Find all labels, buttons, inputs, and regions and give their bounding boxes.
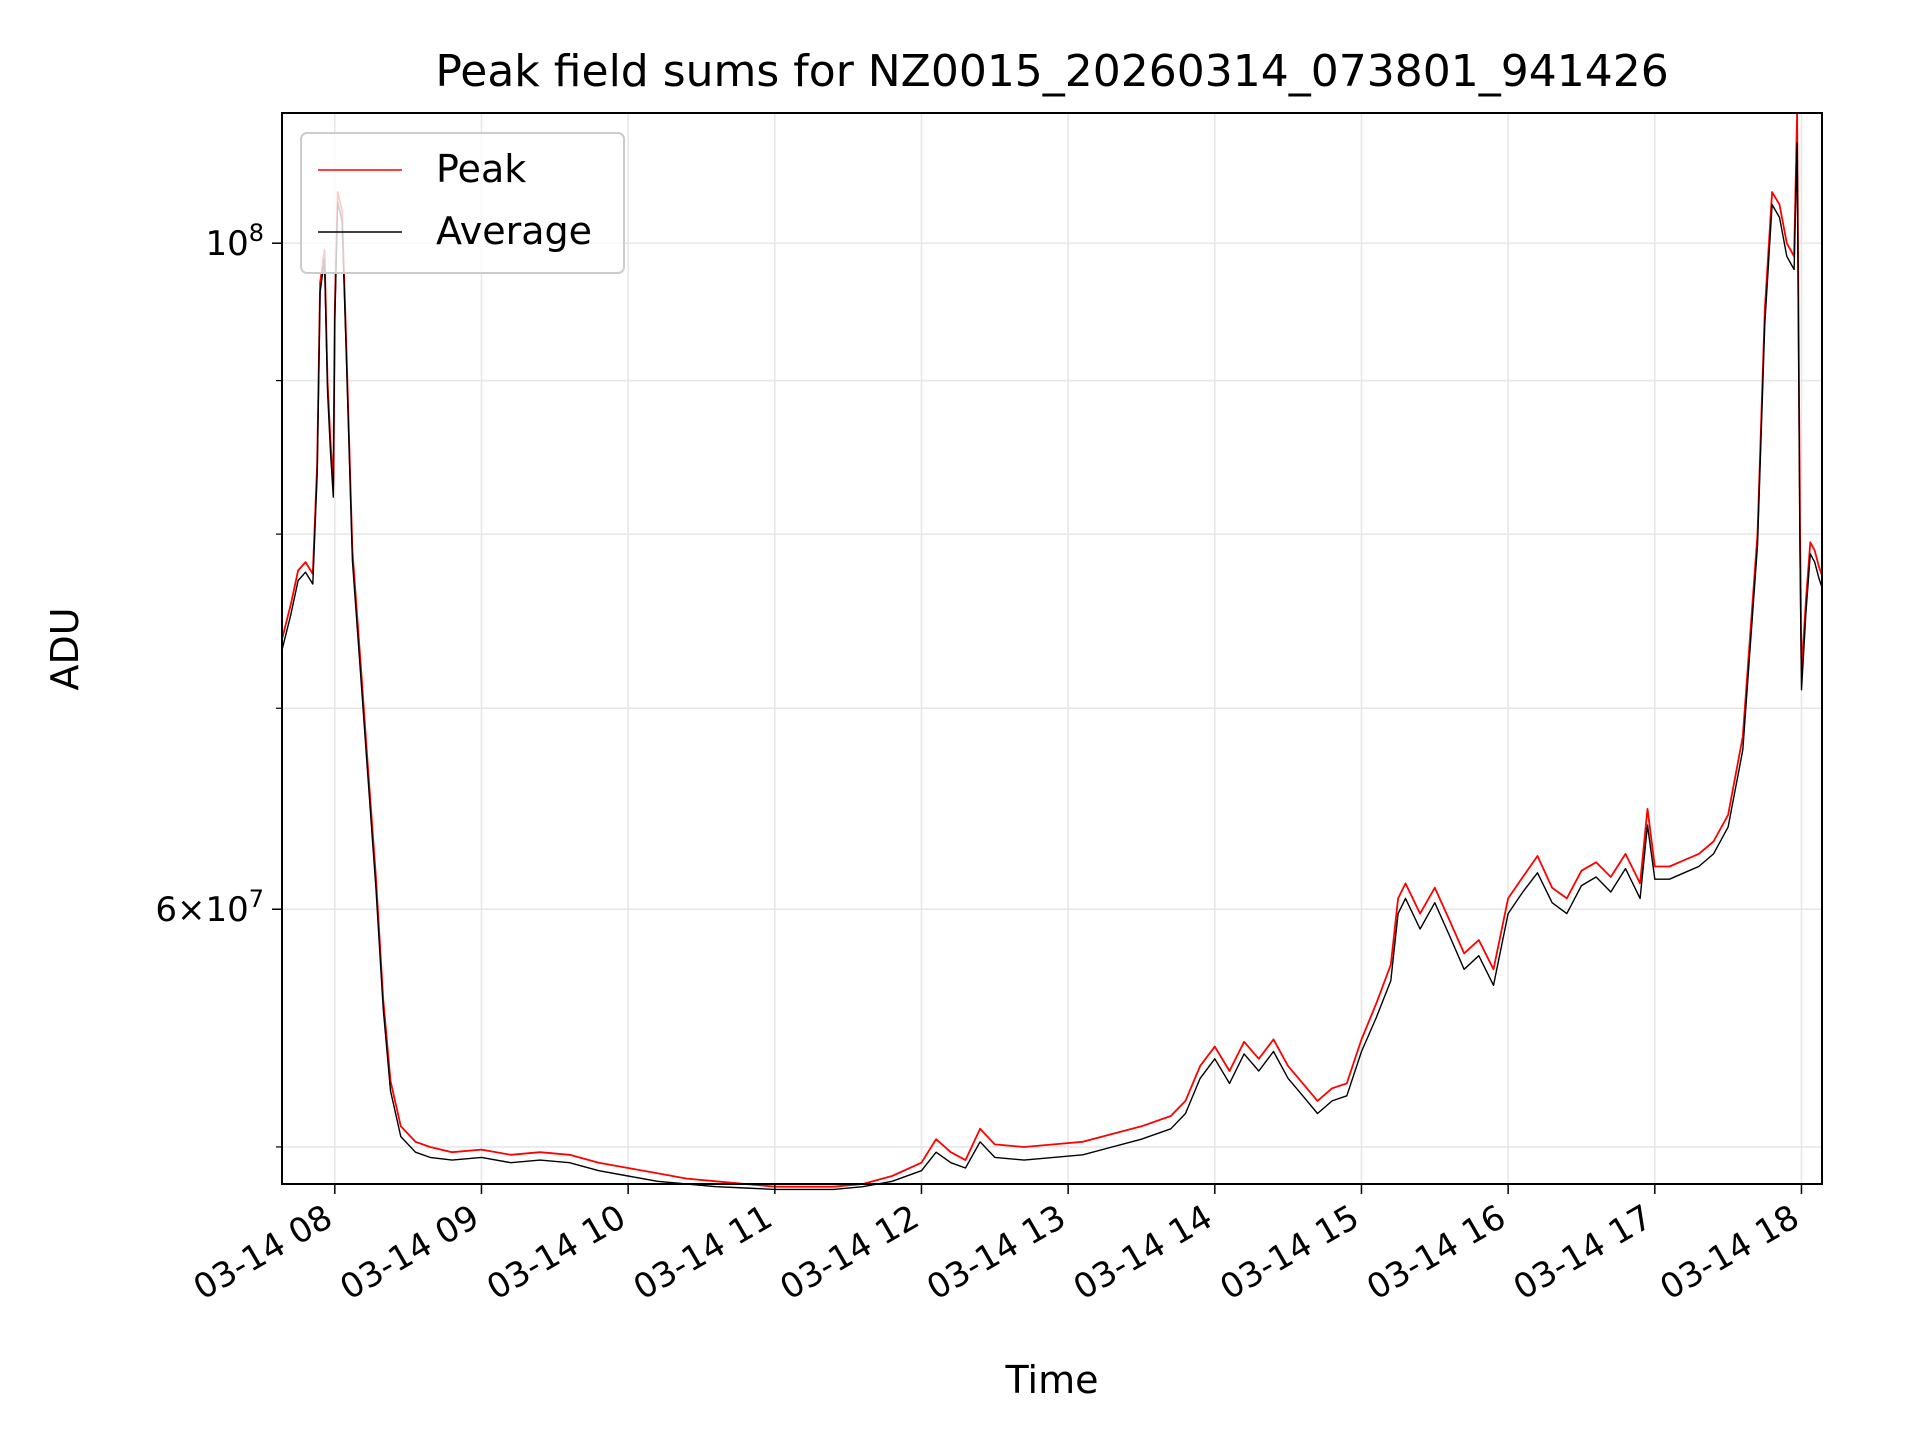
legend-box bbox=[300, 132, 625, 274]
chart-title: Peak field sums for NZ0015_20260314_0738… bbox=[435, 46, 1668, 97]
plot-frame bbox=[281, 112, 1823, 1185]
y-tick-label: 108 bbox=[205, 219, 264, 264]
series-line-average bbox=[281, 142, 1823, 1191]
legend-label-average: Average bbox=[436, 209, 592, 253]
data-series bbox=[281, 112, 1823, 1191]
y-axis-label: ADU bbox=[43, 607, 87, 690]
series-line-peak bbox=[281, 112, 1823, 1188]
y-tick-label: 6×107 bbox=[155, 885, 264, 930]
legend-label-peak: Peak bbox=[436, 147, 526, 191]
legend: Peak Average bbox=[300, 132, 625, 274]
y-axis: 6×107 108 bbox=[155, 219, 282, 1148]
x-axis-label: Time bbox=[1005, 1358, 1099, 1402]
